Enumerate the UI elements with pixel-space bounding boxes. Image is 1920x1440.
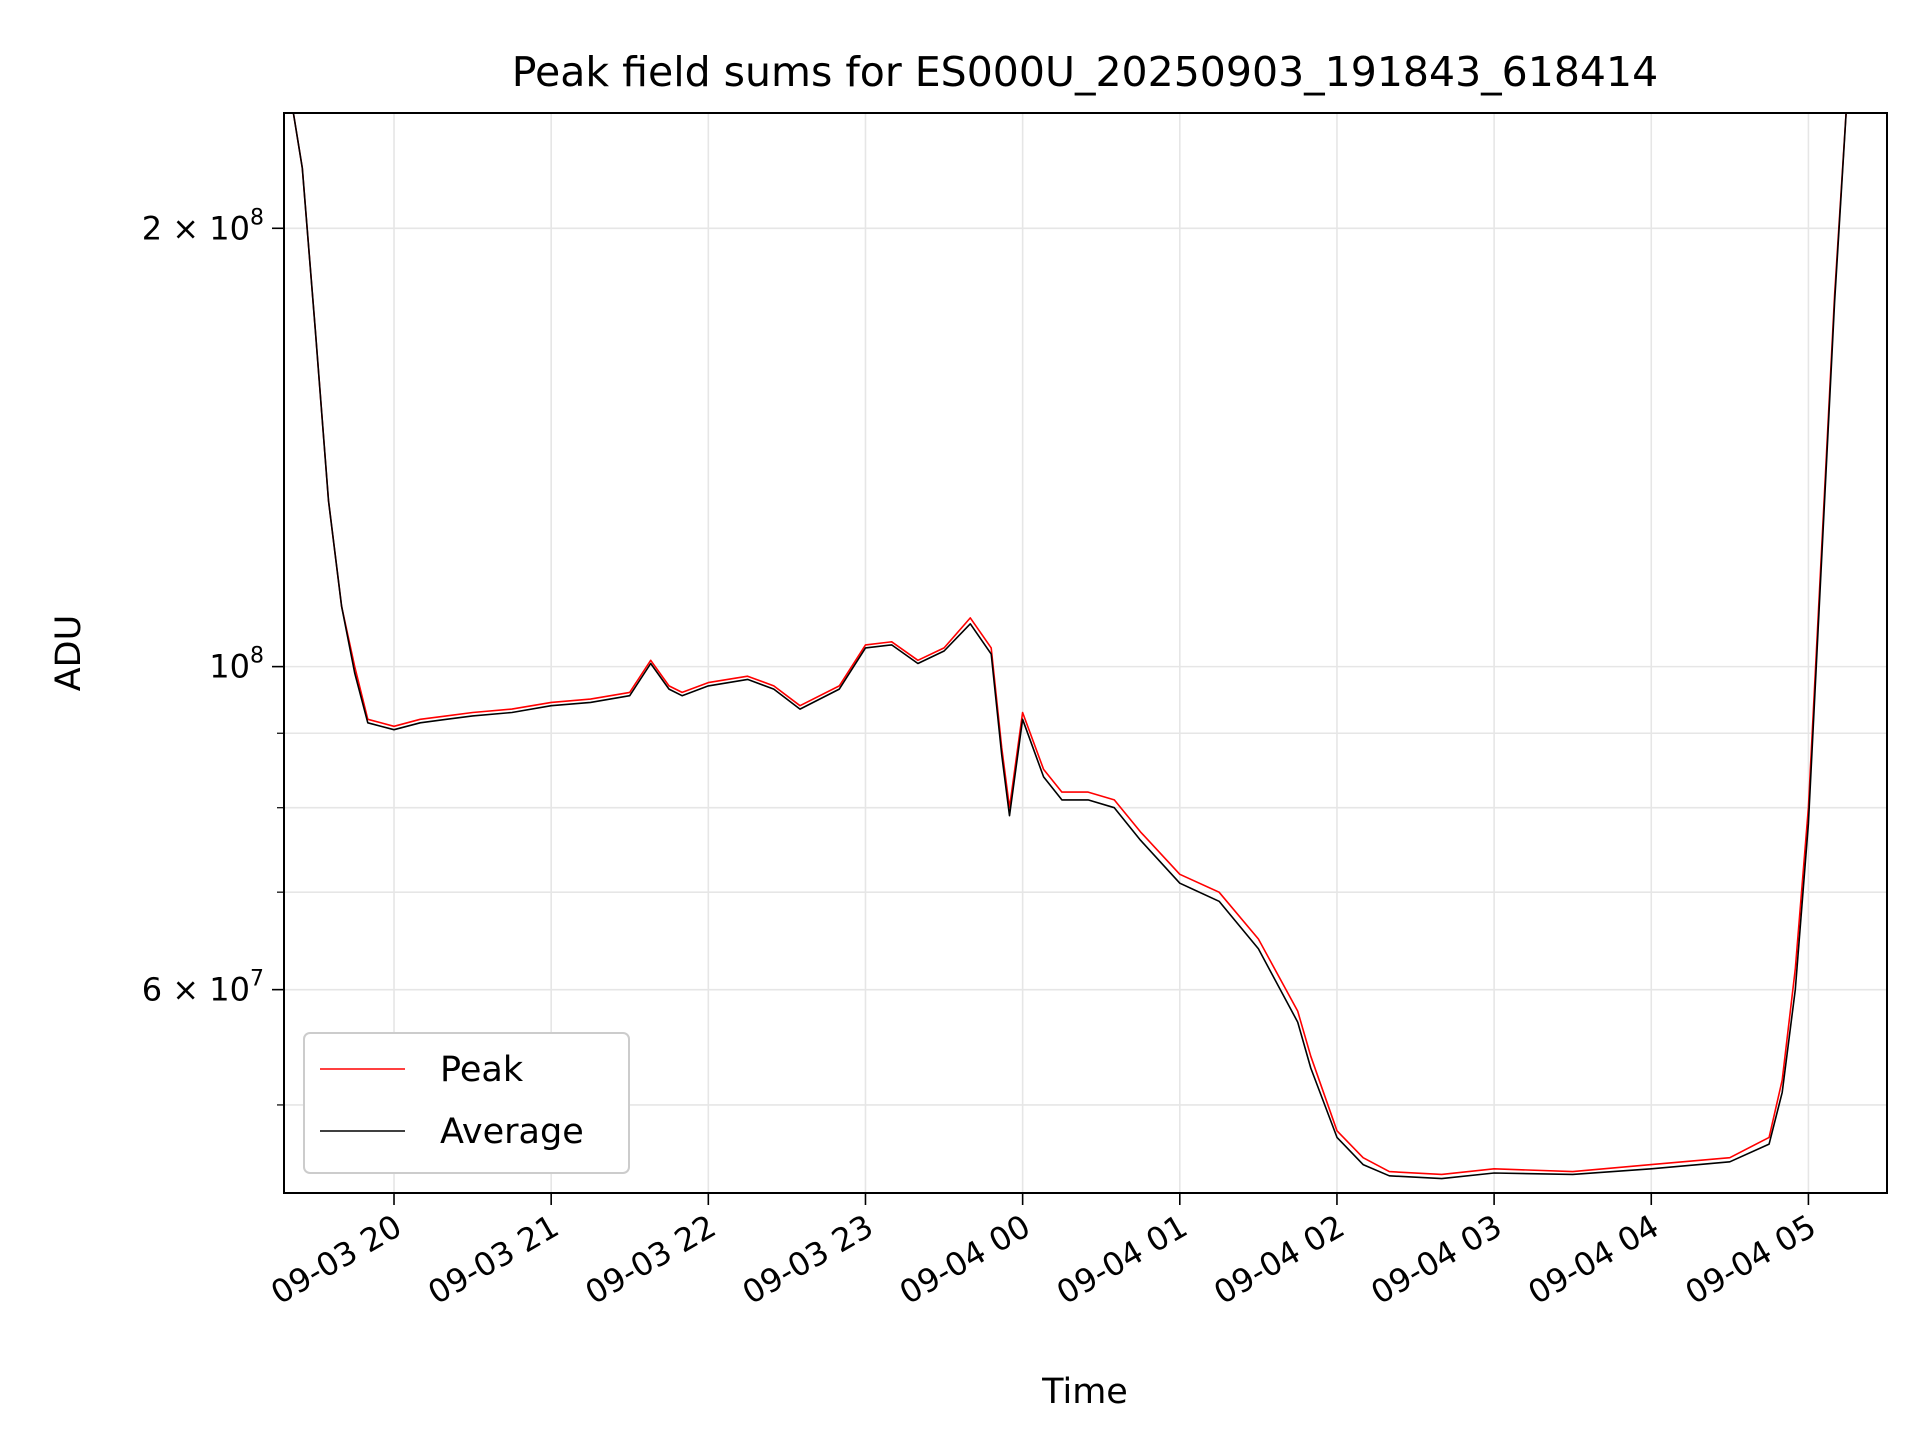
series-line-average	[292, 113, 1847, 1180]
y-tick-label: 6 × 107	[142, 967, 264, 1009]
y-tick-base: 6 × 10	[142, 971, 250, 1009]
legend: Peak Average	[303, 1032, 630, 1174]
y-tick-exponent: 8	[250, 205, 264, 230]
legend-box	[303, 1032, 630, 1174]
y-tick-exponent: 8	[250, 644, 264, 669]
legend-label-peak: Peak	[440, 1050, 524, 1090]
grid-lines	[284, 113, 1887, 1193]
y-tick-base: 10	[209, 648, 250, 686]
plot-frame	[283, 112, 1888, 1194]
legend-label-average: Average	[440, 1112, 584, 1152]
y-tick-base: 2 × 10	[142, 209, 250, 247]
y-tick-label: 108	[209, 644, 264, 686]
series-line-peak	[292, 113, 1847, 1176]
chart-title: Peak field sums for ES000U_20250903_1918…	[512, 48, 1658, 96]
y-tick-label: 2 × 108	[142, 205, 264, 247]
x-axis-label: Time	[1041, 1372, 1128, 1412]
y-tick-exponent: 7	[250, 967, 264, 992]
y-axis-label: ADU	[49, 615, 89, 692]
series-layer	[292, 113, 1847, 1180]
